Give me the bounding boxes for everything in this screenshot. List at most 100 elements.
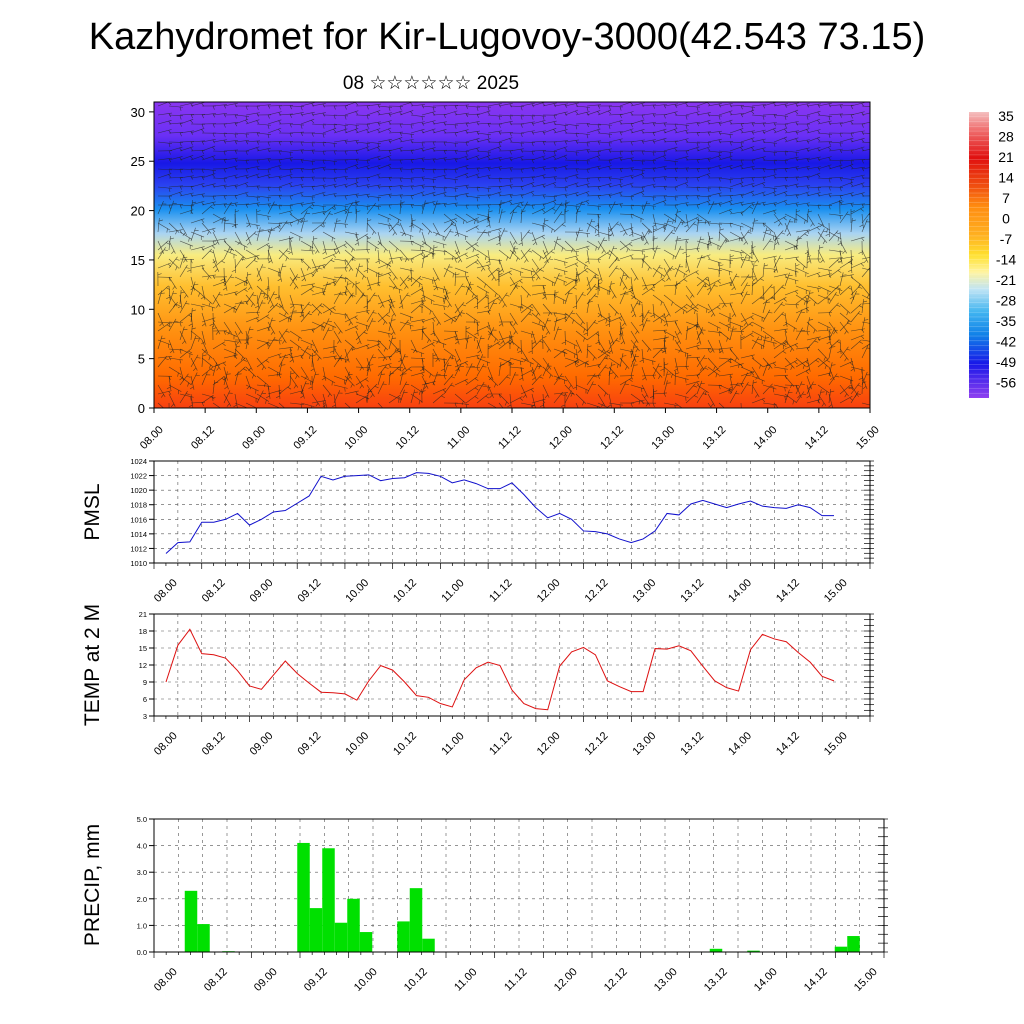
wind-barb xyxy=(333,240,341,254)
wind-barb-flag xyxy=(200,296,205,300)
wind-barb-flag xyxy=(212,240,215,245)
wind-barb xyxy=(850,357,856,372)
wind-barb xyxy=(509,201,524,206)
wind-barb xyxy=(729,231,743,240)
wind-barb xyxy=(707,150,722,153)
wind-barb xyxy=(817,132,832,135)
wind-barb xyxy=(564,310,574,323)
wind-barb xyxy=(201,274,216,278)
wind-barb-flag xyxy=(683,409,684,413)
wind-barb-flag xyxy=(582,401,585,406)
wind-barb-flag xyxy=(660,319,663,324)
wind-barb-flag xyxy=(608,133,611,138)
wind-barb-flag xyxy=(674,196,677,201)
wind-barb-flag xyxy=(652,184,656,189)
wind-barb-flag xyxy=(861,175,865,180)
wind-barb-flag xyxy=(333,184,337,189)
wind-barb-flag xyxy=(560,204,565,207)
wind-barb-flag xyxy=(862,381,867,384)
wind-barb-flag xyxy=(715,373,718,378)
wind-barb xyxy=(696,390,705,404)
wind-barb-flag xyxy=(806,148,810,152)
wind-barb xyxy=(454,112,469,116)
wind-barb-flag xyxy=(344,223,347,228)
wind-barb-flag xyxy=(520,168,523,173)
wind-barb-flag xyxy=(817,173,821,178)
wind-barb xyxy=(531,363,539,377)
wind-barb-flag xyxy=(729,374,733,379)
wind-barb xyxy=(839,159,854,162)
wind-barb xyxy=(168,114,183,117)
wind-barb xyxy=(674,209,678,224)
wind-barb-flag xyxy=(575,151,578,156)
wind-barb xyxy=(421,303,434,313)
wind-barb-flag xyxy=(166,287,170,290)
wind-barb xyxy=(520,357,534,365)
wind-barb xyxy=(267,201,275,215)
wind-barb xyxy=(465,312,478,322)
wind-barb xyxy=(454,348,462,362)
wind-barb-flag xyxy=(309,354,311,359)
wind-barb-flag xyxy=(615,259,620,261)
wind-barb-flag xyxy=(484,305,489,308)
wind-barb-flag xyxy=(762,104,766,109)
wind-barb xyxy=(641,286,654,296)
wind-barb-flag xyxy=(476,167,479,172)
wind-barb-flag xyxy=(849,362,854,366)
wind-barb-flag xyxy=(663,323,668,327)
xtick-label: 13.00 xyxy=(630,730,658,758)
wind-barb xyxy=(421,111,436,116)
wind-barb-flag xyxy=(221,260,226,264)
wind-barb xyxy=(520,248,531,260)
wind-barb-flag xyxy=(396,350,401,353)
wind-barb-flag xyxy=(797,238,802,240)
wind-barb-flag xyxy=(518,242,523,246)
wind-barb xyxy=(300,384,305,399)
wind-barb-flag xyxy=(398,305,403,309)
wind-barb-flag xyxy=(464,362,469,366)
wind-barb xyxy=(355,233,369,242)
wind-barb xyxy=(718,155,733,161)
wind-barb xyxy=(421,330,432,342)
wind-barb-flag xyxy=(495,278,500,281)
wind-barb xyxy=(454,222,460,237)
wind-barb xyxy=(201,168,216,171)
wind-barb-flag xyxy=(828,141,831,146)
wind-barb xyxy=(850,102,865,107)
wind-barb xyxy=(366,318,374,332)
wind-barb xyxy=(212,341,226,350)
wind-barb-flag xyxy=(773,128,777,133)
wind-barb xyxy=(179,222,188,236)
wind-barb xyxy=(201,393,216,399)
wind-barb-flag xyxy=(267,158,271,163)
wind-barb xyxy=(454,249,463,263)
wind-barb-flag xyxy=(707,174,711,178)
wind-barb-flag xyxy=(245,175,249,180)
wind-barb xyxy=(344,281,349,296)
ytick-label: 15 xyxy=(139,644,147,653)
wind-barb xyxy=(575,209,578,224)
wind-barb-flag xyxy=(384,411,386,415)
wind-barb xyxy=(531,222,546,227)
wind-barb-flag xyxy=(223,133,226,138)
wind-barb-flag xyxy=(443,169,446,174)
wind-barb-flag xyxy=(743,322,747,326)
wind-barb-flag xyxy=(168,391,172,395)
wind-barb-flag xyxy=(850,182,854,187)
wind-barb-flag xyxy=(454,143,457,148)
wind-barb xyxy=(531,207,545,215)
wind-barb xyxy=(498,312,504,327)
wind-barb xyxy=(806,186,821,188)
wind-barb-flag xyxy=(707,187,710,192)
wind-barb-flag xyxy=(516,257,519,262)
wind-barb xyxy=(245,366,257,378)
wind-barb-flag xyxy=(595,333,600,336)
wind-barb xyxy=(410,128,425,134)
colorbar-label: -35 xyxy=(996,313,1016,329)
wind-barb-flag xyxy=(164,358,169,361)
wind-barb-flag xyxy=(682,310,685,315)
wind-barb xyxy=(157,335,163,350)
wind-barb xyxy=(311,236,315,251)
wind-barb xyxy=(784,102,799,107)
wind-barb-flag xyxy=(485,395,490,399)
